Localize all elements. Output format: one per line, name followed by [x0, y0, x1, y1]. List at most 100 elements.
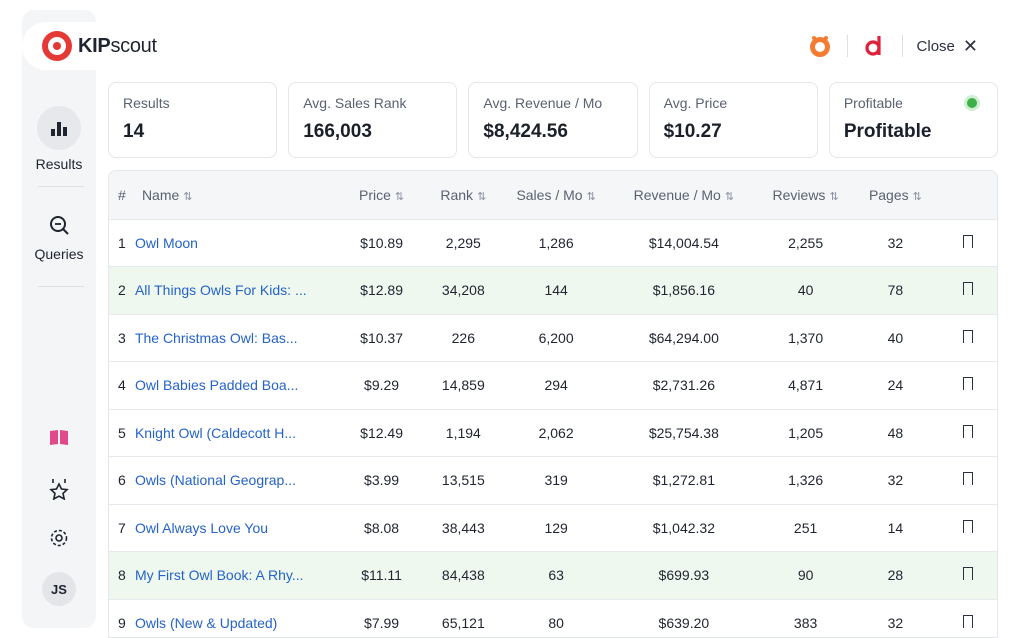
col-header-name[interactable]: Name ⇅ [141, 186, 193, 203]
bookmark-button[interactable] [939, 599, 997, 637]
reviews-cell: 251 [793, 519, 818, 536]
stat-label: Avg. Price [663, 95, 728, 111]
book-title-link[interactable]: Knight Owl (Caldecott H... [134, 424, 296, 441]
nav-queries-label: Queries [34, 246, 84, 262]
sort-icon: ⇅ [183, 190, 193, 203]
bookmark-icon [963, 567, 974, 582]
brand-name-bold: KIP [78, 34, 111, 57]
nav-queries[interactable]: Queries [22, 210, 96, 262]
header-divider [901, 35, 903, 57]
nav-divider [38, 186, 84, 187]
rank-cell: 13,515 [441, 472, 485, 489]
price-cell: $9.29 [364, 377, 400, 394]
bookmark-button[interactable] [939, 267, 997, 315]
table-row[interactable]: 8 My First Owl Book: A Rhy... $11.11 84,438… [109, 551, 997, 600]
book-title-link[interactable]: Owls (New & Updated) [134, 615, 278, 631]
sales-cell: 2,062 [538, 424, 574, 441]
bookmark-button[interactable] [939, 409, 997, 457]
col-header-price[interactable]: Price ⇅ [359, 186, 405, 203]
book-title-link[interactable]: Owl Babies Padded Boa... [134, 377, 299, 394]
stat-card: Avg. Revenue / Mo $8,424.56 [468, 82, 638, 158]
revenue-cell: $639.20 [658, 615, 710, 631]
stat-label: Avg. Revenue / Mo [483, 95, 603, 111]
stat-value: $8,424.56 [483, 121, 568, 142]
bar-chart-icon [37, 106, 81, 150]
pages-cell: 78 [887, 282, 904, 299]
brand-logo[interactable]: KIPscout [22, 22, 172, 70]
table-row[interactable]: 5 Knight Owl (Caldecott H... $12.49 1,194 2,… [109, 409, 997, 457]
book-title-link[interactable]: Owl Always Love You [134, 519, 269, 536]
book-title-link[interactable]: All Things Owls For Kids: ... [134, 282, 307, 299]
book-title-link[interactable]: My First Owl Book: A Rhy... [134, 567, 304, 584]
revenue-cell: $1,856.16 [652, 282, 715, 299]
revenue-cell: $1,272.81 [652, 472, 715, 489]
table-row[interactable]: 3 The Christmas Owl: Bas... $10.37 226 6,200… [109, 314, 997, 362]
stat-card: Avg. Price $10.27 [648, 82, 818, 158]
table-row[interactable]: 9 Owls (New & Updated) $7.99 65,121 80 $639.2… [109, 599, 997, 637]
reviews-cell: 1,370 [788, 329, 824, 346]
stat-card: Results 14 [108, 82, 278, 158]
nav-results[interactable]: Results [22, 106, 96, 172]
revenue-cell: $1,042.32 [652, 519, 715, 536]
bookmark-button[interactable] [939, 362, 997, 410]
reviews-cell: 1,205 [788, 424, 824, 441]
sort-icon: ⇅ [586, 190, 596, 203]
bookmark-icon [963, 615, 974, 629]
row-index: 1 [118, 234, 126, 251]
results-table: # Name ⇅ Price ⇅ Rank ⇅ Sales / Mo ⇅ Revenue… [108, 170, 998, 638]
col-header-pages[interactable]: Pages ⇅ [868, 186, 922, 203]
bookmark-button[interactable] [939, 457, 997, 505]
book-title-link[interactable]: The Christmas Owl: Bas... [134, 329, 298, 346]
kip-orange-logo-icon[interactable] [807, 33, 833, 59]
bookmark-button[interactable] [939, 504, 997, 552]
book-title-link[interactable]: Owl Moon [134, 234, 198, 251]
header-divider [846, 35, 848, 57]
pages-cell: 28 [887, 567, 904, 584]
sort-icon: ⇅ [724, 190, 735, 203]
reviews-cell: 1,326 [788, 472, 824, 489]
table-row[interactable]: 4 Owl Babies Padded Boa... $9.29 14,859 294 $… [109, 361, 997, 410]
close-label: Close [916, 37, 955, 55]
rank-cell: 226 [451, 329, 475, 346]
reviews-cell: 4,871 [788, 377, 824, 394]
row-index: 5 [118, 424, 126, 441]
reviews-cell: 40 [797, 282, 814, 299]
table-row[interactable]: 1 Owl Moon $10.89 2,295 1,286 $14,004.54 2,255… [109, 219, 997, 267]
bookmark-icon [963, 329, 974, 344]
sort-icon: ⇅ [394, 190, 405, 203]
table-row[interactable]: 6 Owls (National Geograp... $3.99 13,515 319… [109, 456, 997, 505]
row-index: 3 [118, 329, 126, 346]
book-title-link[interactable]: Owls (National Geograp... [134, 472, 297, 489]
price-cell: $10.89 [360, 234, 403, 251]
table-row[interactable]: 7 Owl Always Love You $8.08 38,443 129 $1,042… [109, 504, 997, 552]
revenue-cell: $64,294.00 [648, 329, 719, 346]
row-index: 4 [118, 377, 126, 394]
user-avatar[interactable]: JS [42, 572, 76, 606]
revenue-cell: $14,004.54 [648, 234, 719, 251]
rank-cell: 38,443 [441, 519, 485, 536]
rank-cell: 14,859 [441, 377, 485, 394]
price-cell: $3.99 [364, 472, 400, 489]
col-header-revenue[interactable]: Revenue / Mo ⇅ [633, 186, 735, 203]
settings-gear-icon[interactable] [48, 527, 70, 549]
col-header-reviews[interactable]: Reviews ⇅ [772, 186, 839, 203]
close-button[interactable]: Close ✕ [917, 37, 978, 55]
bookmark-icon [963, 282, 974, 297]
pages-cell: 40 [887, 329, 904, 346]
table-row[interactable]: 2 All Things Owls For Kids: ... $12.89 34,2… [109, 266, 997, 315]
sort-icon: ⇅ [829, 190, 839, 203]
bookmark-button[interactable] [939, 219, 997, 267]
badge-star-icon[interactable] [48, 478, 70, 500]
table-header: # Name ⇅ Price ⇅ Rank ⇅ Sales / Mo ⇅ Revenue… [109, 171, 997, 219]
col-header-sales[interactable]: Sales / Mo ⇅ [516, 186, 596, 203]
col-header-bookmark [939, 171, 997, 219]
bookmark-button[interactable] [939, 552, 997, 600]
col-header-rank[interactable]: Rank ⇅ [440, 186, 487, 203]
d-brand-icon[interactable] [862, 33, 888, 59]
bookmark-button[interactable] [939, 314, 997, 362]
book-icon[interactable] [48, 426, 70, 448]
sort-icon: ⇅ [477, 190, 487, 203]
stat-value: 166,003 [303, 121, 372, 142]
stat-label: Results [123, 95, 170, 111]
rank-cell: 34,208 [441, 282, 485, 299]
